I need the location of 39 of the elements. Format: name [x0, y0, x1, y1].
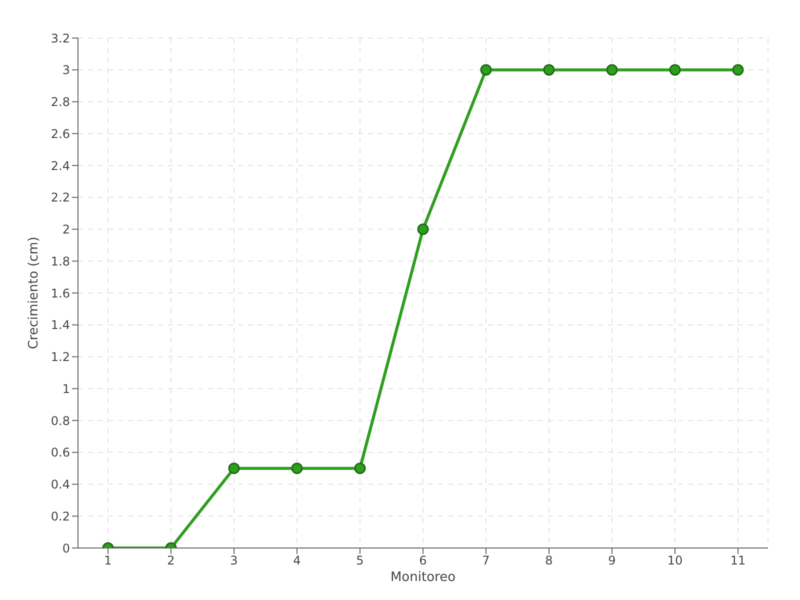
y-tick-label: 3.2: [50, 31, 70, 46]
point: [732, 64, 744, 76]
y-tick-label: 2.2: [50, 190, 70, 205]
y-tick-label: 2: [62, 222, 70, 237]
y-tick-label: 2.8: [50, 95, 70, 110]
y-tick-label: 0: [62, 541, 70, 556]
point: [417, 224, 429, 235]
y-tick-label: 1.4: [50, 318, 70, 332]
point: [354, 462, 366, 474]
y-axis-title: Crecimiento (cm): [26, 236, 42, 350]
x-tick-label: 3: [230, 554, 238, 568]
y-tick-label: 0.8: [50, 414, 70, 428]
x-tick-label: 6: [419, 554, 427, 568]
point: [480, 64, 492, 76]
x-tick-label: 7: [482, 554, 490, 568]
point: [543, 64, 555, 76]
y-tick-label: 2.4: [50, 158, 70, 173]
x-tick-label: 4: [293, 554, 301, 568]
point: [228, 462, 240, 474]
y-tick-label: 1.8: [50, 254, 70, 268]
point: [606, 64, 618, 76]
x-tick-label: 9: [608, 554, 616, 568]
x-tick-label: 11: [730, 554, 746, 568]
x-tick-label: 1: [104, 554, 112, 568]
y-tick-label: 2.6: [50, 126, 70, 141]
x-tick-label: 10: [667, 554, 683, 568]
x-tick-label: 2: [167, 554, 175, 568]
x-axis-title: Monitoreo: [390, 570, 456, 585]
y-tick-label: 1.2: [50, 350, 70, 364]
point: [669, 64, 681, 76]
y-tick-label: 3: [62, 63, 70, 78]
y-tick-label: 0.4: [50, 478, 70, 492]
y-tick-label: 1: [62, 382, 70, 396]
x-tick-label: 8: [545, 554, 553, 568]
x-tick-label: 5: [356, 554, 364, 568]
y-tick-label: 1.6: [50, 286, 70, 300]
point: [291, 462, 303, 474]
y-tick-label: 0.2: [50, 509, 70, 524]
y-tick-label: 0.6: [50, 446, 70, 460]
